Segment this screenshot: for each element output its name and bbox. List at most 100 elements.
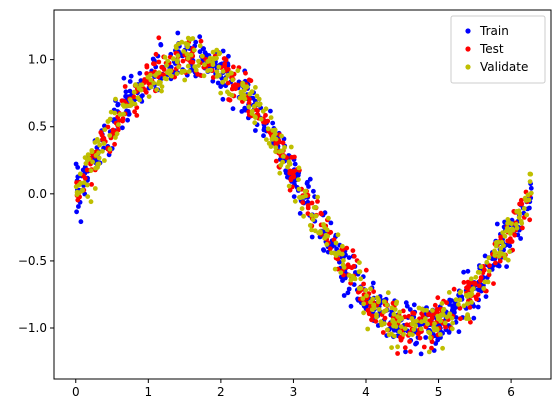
data-point-test (411, 311, 417, 316)
data-point-validate (423, 316, 428, 322)
data-point-validate (374, 314, 379, 320)
data-point-validate (127, 97, 133, 103)
data-point-validate (303, 188, 309, 194)
data-point-test (366, 311, 372, 317)
data-point-validate (185, 63, 191, 69)
data-point-train (150, 56, 156, 62)
data-point-train (411, 302, 417, 308)
y-tick-label: 0.5 (28, 120, 47, 134)
data-point-test (288, 177, 294, 183)
data-point-train (328, 220, 334, 226)
data-point-validate (279, 133, 284, 139)
data-point-validate (516, 215, 522, 220)
data-point-validate (493, 243, 499, 249)
y-tick-label: 1.0 (28, 53, 47, 67)
data-point-validate (220, 69, 226, 74)
data-point-test (246, 100, 252, 106)
data-point-train (123, 89, 129, 95)
data-point-train (73, 161, 79, 167)
data-point-train (528, 185, 534, 191)
data-point-validate (393, 324, 399, 329)
data-point-test (472, 281, 478, 287)
data-point-validate (117, 112, 123, 117)
data-point-validate (265, 126, 271, 132)
data-point-validate (461, 303, 467, 309)
data-point-test (482, 267, 487, 273)
data-point-validate (296, 186, 302, 192)
data-point-test (467, 305, 473, 310)
data-point-validate (449, 326, 455, 332)
data-point-train (261, 133, 266, 139)
data-point-test (443, 324, 448, 330)
data-point-validate (253, 85, 258, 90)
data-point-validate (131, 89, 137, 95)
data-point-train (453, 315, 459, 320)
data-point-validate (438, 312, 444, 318)
data-point-validate (151, 80, 157, 86)
data-point-validate (332, 266, 338, 272)
data-point-test (327, 246, 333, 252)
legend-label-test: Test (479, 42, 504, 56)
data-point-validate (398, 315, 404, 321)
data-point-train (230, 106, 236, 112)
data-point-validate (528, 171, 534, 177)
data-point-validate (214, 69, 220, 75)
data-point-validate (361, 301, 367, 307)
data-point-validate (486, 255, 492, 261)
data-point-validate (176, 64, 182, 70)
data-point-validate (102, 127, 108, 132)
data-point-validate (242, 96, 248, 102)
data-point-validate (456, 302, 461, 307)
data-point-validate (165, 58, 171, 64)
data-point-validate (486, 268, 492, 274)
data-point-validate (76, 182, 82, 188)
data-point-validate (426, 349, 432, 355)
data-point-validate (85, 152, 91, 158)
data-point-train (351, 282, 357, 287)
data-point-train (197, 34, 203, 40)
data-point-train (125, 117, 130, 123)
data-point-validate (270, 127, 276, 133)
legend-marker-train (465, 28, 471, 34)
x-tick-label: 6 (507, 385, 515, 399)
data-point-validate (146, 94, 152, 99)
data-point-test (195, 71, 201, 77)
data-point-test (227, 97, 233, 103)
data-point-test (363, 267, 369, 273)
data-point-validate (468, 276, 474, 282)
data-point-train (471, 315, 477, 321)
data-point-test (318, 210, 324, 216)
data-point-validate (260, 108, 266, 114)
legend-label-validate: Validate (480, 60, 528, 74)
x-tick-label: 0 (72, 385, 80, 399)
data-point-test (402, 345, 408, 351)
data-point-train (346, 255, 352, 260)
data-point-test (387, 321, 392, 327)
data-point-train (334, 246, 339, 252)
data-point-test (287, 170, 293, 176)
data-point-test (248, 78, 254, 84)
data-point-validate (89, 148, 95, 153)
data-point-test (89, 182, 94, 187)
data-point-test (395, 351, 400, 356)
data-point-validate (449, 315, 455, 321)
data-point-train (201, 46, 207, 52)
data-point-validate (335, 232, 341, 238)
data-point-train (414, 340, 419, 346)
data-point-validate (181, 49, 187, 54)
data-point-validate (252, 120, 258, 126)
data-point-validate (378, 319, 384, 324)
data-point-train (309, 234, 315, 240)
x-tick-label: 3 (290, 385, 298, 399)
x-tick-label: 1 (145, 385, 153, 399)
data-point-test (508, 239, 514, 244)
data-point-validate (397, 309, 403, 315)
data-point-validate (105, 119, 111, 124)
data-point-test (75, 197, 81, 203)
data-point-validate (398, 324, 404, 329)
data-point-test (84, 167, 90, 173)
data-point-validate (174, 59, 180, 65)
data-point-test (426, 312, 431, 317)
data-point-validate (352, 276, 358, 282)
